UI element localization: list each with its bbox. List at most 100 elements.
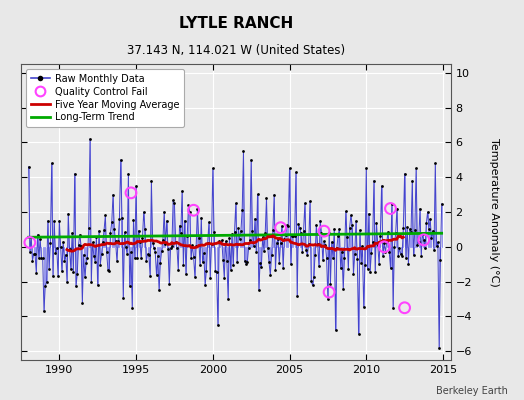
Point [386,205,395,212]
Point [103,249,111,255]
Point [221,238,230,244]
Point [400,170,409,177]
Point [322,255,331,261]
Point [438,201,446,207]
Point [187,255,195,261]
Point [356,227,364,233]
Text: LYTLE RANCH: LYTLE RANCH [179,16,293,31]
Point [276,240,285,246]
Point [412,165,420,172]
Point [420,237,428,243]
Point [315,263,323,270]
Point [155,287,163,294]
Point [188,242,196,249]
Point [422,220,431,226]
Point [365,210,373,217]
Point [75,232,84,238]
Point [290,233,299,239]
Point [421,245,429,252]
Point [132,183,140,189]
Point [215,238,223,244]
Point [434,239,442,245]
Point [333,244,341,251]
Point [162,218,171,224]
Point [266,272,275,278]
Point [359,304,368,310]
Point [316,218,324,224]
Point [224,296,232,302]
Point [50,218,58,224]
Point [354,331,363,337]
Point [169,197,177,204]
Point [137,255,145,261]
Point [435,345,443,351]
Point [201,282,209,288]
Point [34,232,42,238]
Point [216,239,225,245]
Point [256,260,264,266]
Point [366,269,374,276]
Point [29,251,38,257]
Point [234,225,243,232]
Point [399,225,408,231]
Point [133,254,141,261]
Point [212,269,221,276]
Point [183,233,191,239]
Point [233,259,241,266]
Point [160,208,168,215]
Point [252,248,260,255]
Point [52,245,61,251]
Point [104,266,112,273]
Point [63,278,71,285]
Point [261,230,269,236]
Point [299,228,308,234]
Point [202,268,211,274]
Point [330,226,339,232]
Point [196,262,204,268]
Point [313,241,322,248]
Point [112,238,120,245]
Point [342,208,350,215]
Point [416,205,424,212]
Point [211,268,220,274]
Point [214,322,222,328]
Point [174,267,182,273]
Point [372,219,380,226]
Point [26,239,34,246]
Point [69,269,78,276]
Point [49,273,57,280]
Point [55,218,63,224]
Point [182,271,190,278]
Point [189,254,198,260]
Point [430,247,438,253]
Point [407,229,415,236]
Point [370,178,378,184]
Point [384,229,392,235]
Point [110,226,118,232]
Point [116,156,125,163]
Point [274,236,282,242]
Point [277,224,285,231]
Point [78,299,86,306]
Point [380,244,388,250]
Point [168,243,176,250]
Point [114,238,122,244]
Point [278,223,286,229]
Point [107,219,116,226]
Point [106,230,115,236]
Point [390,244,399,251]
Point [418,230,427,237]
Point [154,253,162,259]
Point [184,202,193,209]
Point [345,224,354,231]
Point [380,240,388,246]
Point [217,237,226,244]
Point [293,292,301,299]
Point [275,260,283,266]
Point [40,308,48,314]
Point [28,258,37,264]
Point [229,262,237,269]
Point [93,282,102,288]
Point [57,244,65,250]
Point [121,229,129,236]
